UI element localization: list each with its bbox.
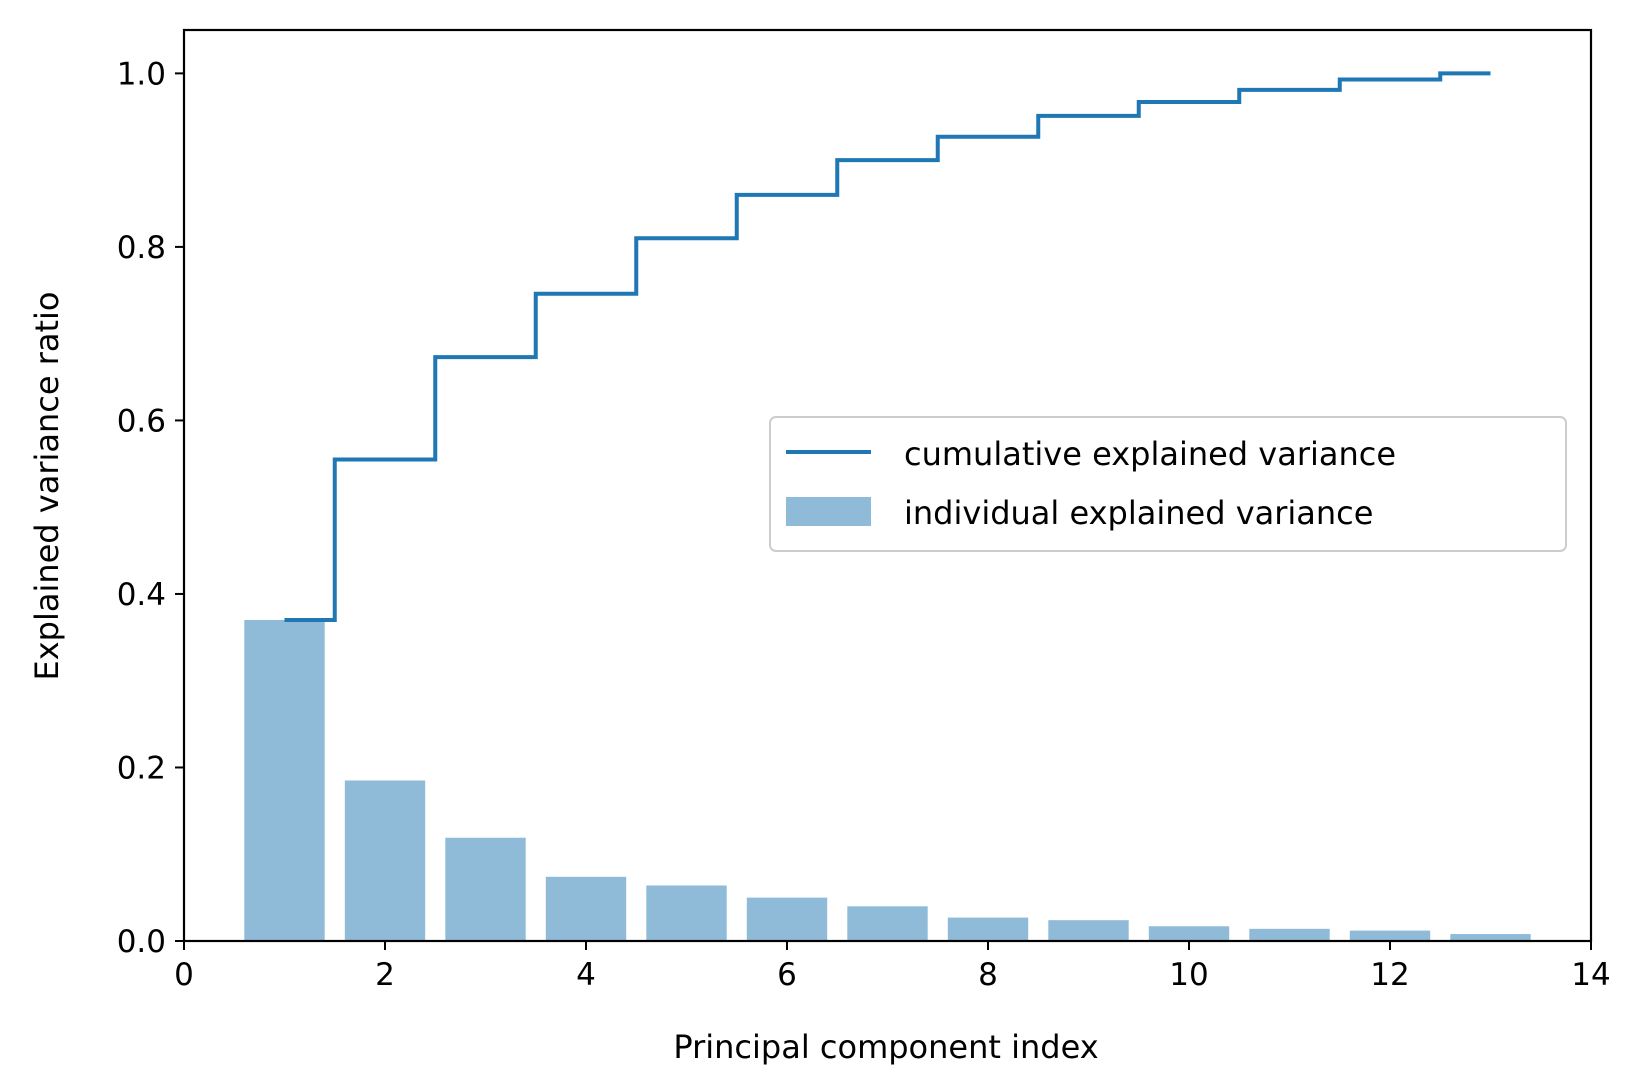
legend-bar-swatch: [786, 497, 871, 526]
cumulative-variance-line: [284, 71, 1491, 622]
legend-label-cumulative: cumulative explained variance: [904, 435, 1396, 473]
y-tick-label: 0.6: [117, 403, 166, 439]
x-tick-label: 2: [375, 957, 395, 993]
x-tick-label: 8: [978, 957, 998, 993]
y-tick-label: 0.4: [117, 577, 166, 613]
bar-pc-12: [1349, 930, 1431, 941]
x-axis-label: Principal component index: [673, 1028, 1098, 1066]
y-tick-label: 0.2: [117, 750, 166, 786]
bar-pc-4: [545, 876, 627, 941]
x-axis-ticks: 0 2 4 6 8 10 12 14: [174, 941, 1611, 993]
bar-pc-1: [244, 619, 325, 941]
x-tick-label: 10: [1169, 957, 1208, 993]
bar-pc-8: [947, 917, 1029, 941]
y-axis-ticks: 0.0 0.2 0.4 0.6 0.8 1.0: [117, 56, 184, 960]
bar-pc-3: [445, 837, 526, 941]
plot-frame: [182, 28, 1593, 943]
x-tick-label: 0: [174, 957, 194, 993]
y-tick-label: 0.8: [117, 230, 166, 266]
bar-pc-10: [1148, 926, 1230, 941]
bar-pc-2: [344, 780, 426, 941]
x-tick-label: 4: [576, 957, 596, 993]
legend-box: [769, 416, 1567, 552]
x-tick-label: 14: [1571, 957, 1610, 993]
y-tick-label: 0.0: [117, 924, 166, 960]
bar-pc-11: [1249, 928, 1330, 941]
bar-pc-6: [746, 897, 828, 941]
bar-pc-5: [646, 885, 727, 941]
legend: cumulative explained variance individual…: [769, 416, 1567, 552]
y-tick-label: 1.0: [117, 56, 166, 92]
bar-pc-13: [1450, 934, 1531, 941]
line-layer: [284, 71, 1491, 622]
x-tick-label: 12: [1370, 957, 1409, 993]
bars-layer: [244, 619, 1531, 941]
bar-pc-9: [1048, 920, 1129, 941]
x-tick-label: 6: [777, 957, 797, 993]
legend-label-individual: individual explained variance: [904, 494, 1373, 532]
y-axis-label: Explained variance ratio: [28, 291, 66, 680]
bar-pc-7: [847, 906, 928, 941]
